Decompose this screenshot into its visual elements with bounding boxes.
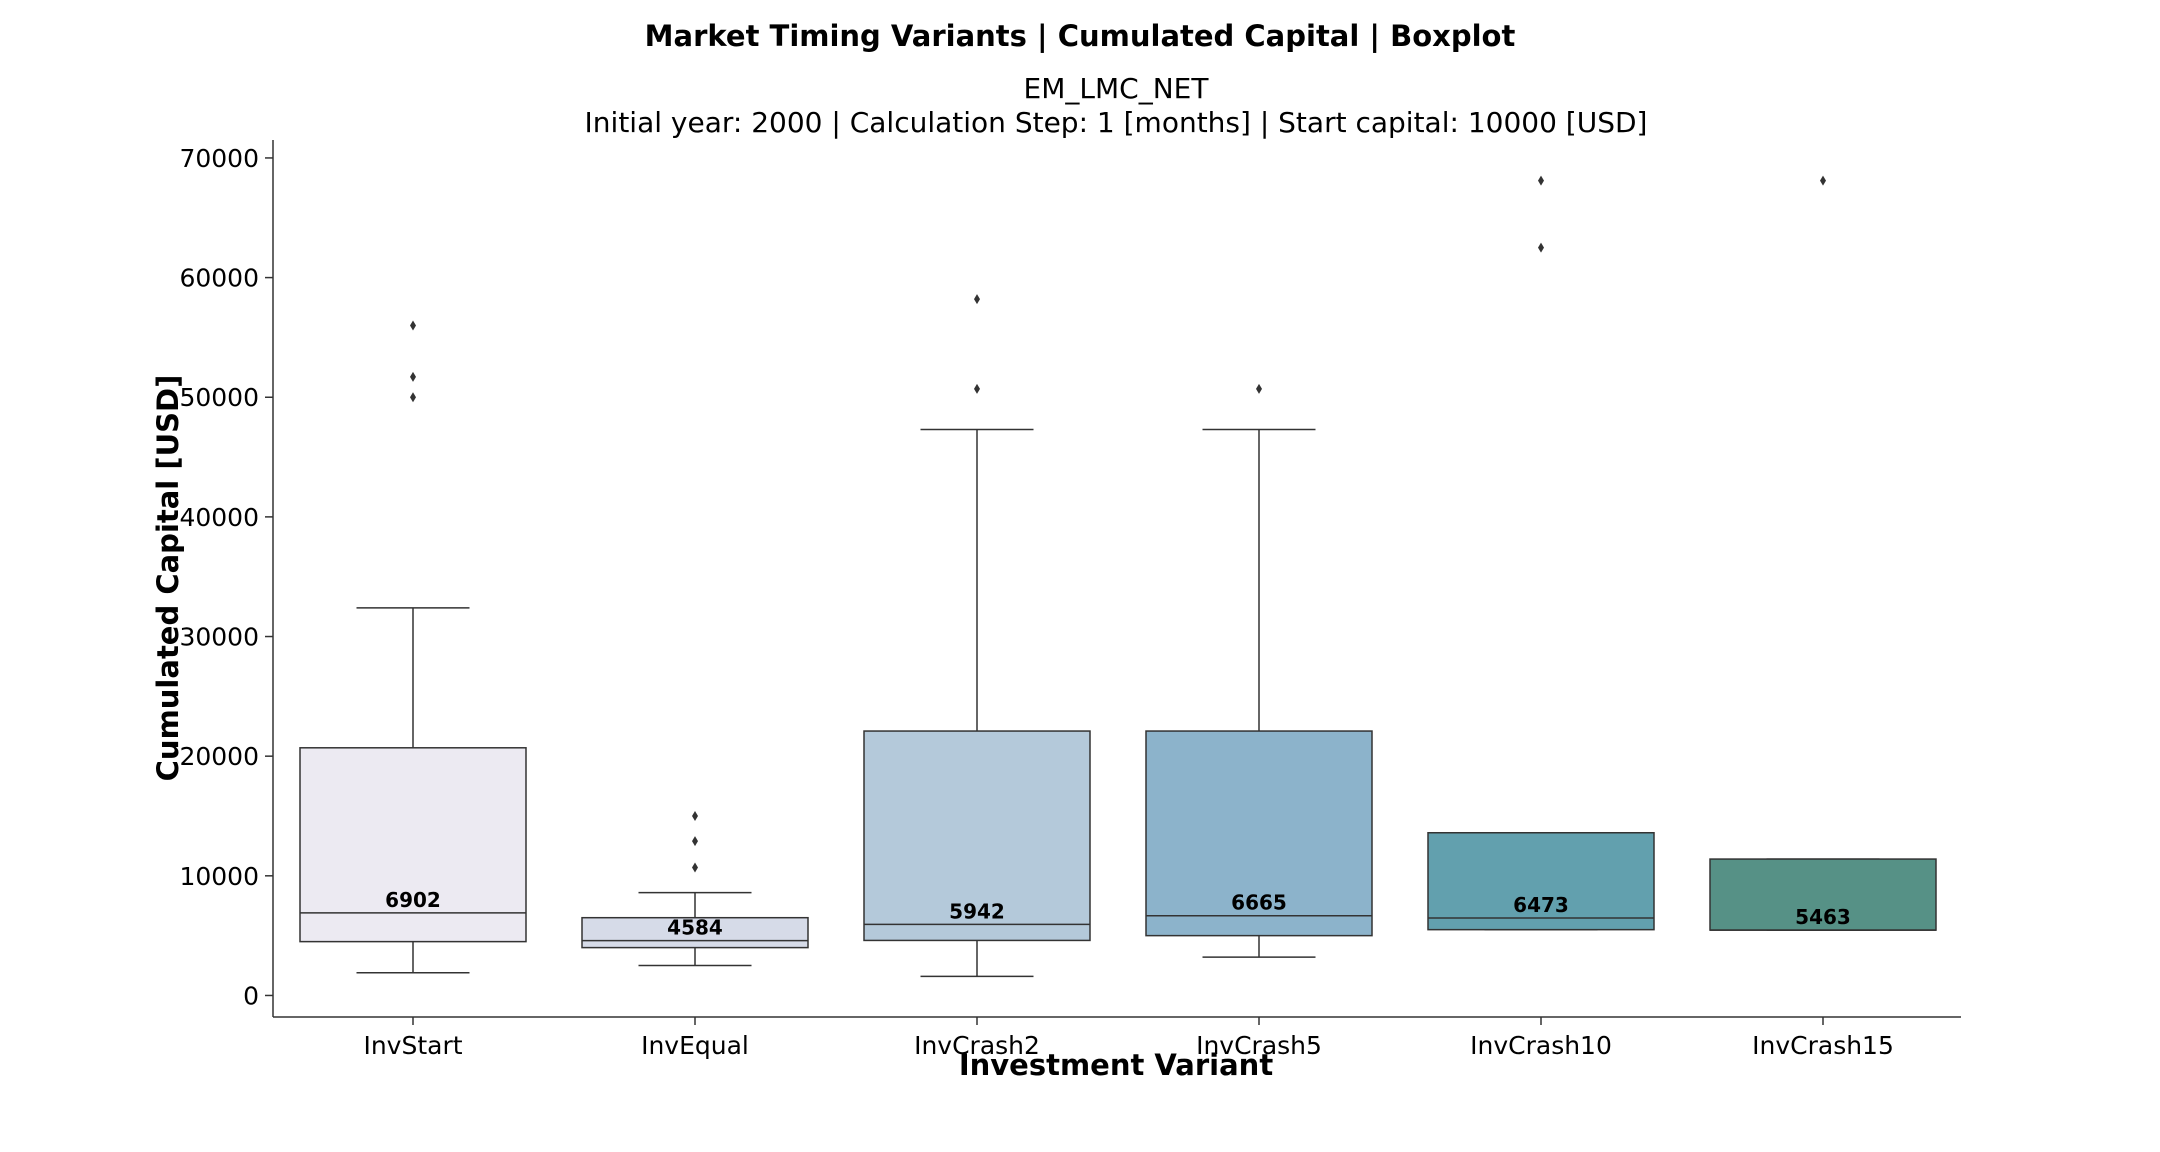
x-axis-label: Investment Variant bbox=[959, 1048, 1274, 1082]
x-tick-label: InvCrash10 bbox=[1470, 1031, 1612, 1060]
y-tick-label: 20000 bbox=[179, 742, 259, 771]
box-invcrash15: 5463 bbox=[1709, 175, 1937, 931]
median-label: 6902 bbox=[385, 888, 441, 912]
median-label: 4584 bbox=[667, 916, 723, 940]
iqr-box bbox=[863, 730, 1091, 942]
x-tick-label: InvCrash5 bbox=[1196, 1031, 1322, 1060]
chart-subtitle-params: Initial year: 2000 | Calculation Step: 1… bbox=[585, 106, 1648, 139]
box-invcrash5: 6665 bbox=[1145, 383, 1373, 958]
iqr-box bbox=[1709, 858, 1937, 931]
x-axis-ticks: InvStart InvEqual InvCrash2 InvCrash5 InvCra… bbox=[363, 1017, 1894, 1060]
x-tick-label: InvCrash2 bbox=[914, 1031, 1040, 1060]
box-invstart: 6902 bbox=[299, 320, 527, 974]
median-label: 6473 bbox=[1513, 893, 1569, 917]
outlier-point bbox=[692, 862, 698, 873]
y-axis-label: Cumulated Capital [USD] bbox=[151, 375, 185, 782]
outlier-point bbox=[692, 810, 698, 821]
boxes-layer: 6902 4584 5942 6665 6473 5463 bbox=[299, 175, 1937, 978]
y-tick-label: 50000 bbox=[179, 383, 259, 412]
box-invequal: 4584 bbox=[581, 810, 809, 967]
iqr-box bbox=[581, 916, 809, 949]
outlier-point bbox=[1820, 175, 1826, 186]
box-invcrash10: 6473 bbox=[1427, 175, 1655, 931]
y-axis-ticks: 0 10000 20000 30000 40000 50000 60000 70000 bbox=[179, 144, 273, 1010]
y-tick-label: 0 bbox=[243, 981, 259, 1010]
outlier-point bbox=[410, 320, 416, 331]
chart-title: Market Timing Variants | Cumulated Capit… bbox=[645, 19, 1516, 53]
y-tick-label: 40000 bbox=[179, 503, 259, 532]
outlier-point bbox=[692, 836, 698, 847]
box-invcrash2: 5942 bbox=[863, 294, 1091, 978]
y-tick-label: 60000 bbox=[179, 264, 259, 293]
x-tick-label: InvCrash15 bbox=[1752, 1031, 1894, 1060]
outlier-point bbox=[1256, 383, 1262, 394]
outlier-point bbox=[974, 294, 980, 305]
x-tick-label: InvEqual bbox=[641, 1031, 749, 1060]
median-label: 5463 bbox=[1795, 905, 1851, 929]
y-tick-label: 10000 bbox=[179, 862, 259, 891]
outlier-point bbox=[1538, 242, 1544, 253]
outlier-point bbox=[974, 383, 980, 394]
y-tick-label: 70000 bbox=[179, 144, 259, 173]
chart-subtitle-dataset: EM_LMC_NET bbox=[1024, 72, 1210, 105]
x-tick-label: InvStart bbox=[363, 1031, 462, 1060]
y-tick-label: 30000 bbox=[179, 623, 259, 652]
iqr-box bbox=[1145, 730, 1373, 937]
iqr-box bbox=[299, 747, 527, 943]
median-label: 5942 bbox=[949, 899, 1005, 923]
median-label: 6665 bbox=[1231, 891, 1287, 915]
iqr-box bbox=[1427, 831, 1655, 931]
outlier-point bbox=[1538, 175, 1544, 186]
outlier-point bbox=[410, 371, 416, 382]
outlier-point bbox=[410, 392, 416, 403]
